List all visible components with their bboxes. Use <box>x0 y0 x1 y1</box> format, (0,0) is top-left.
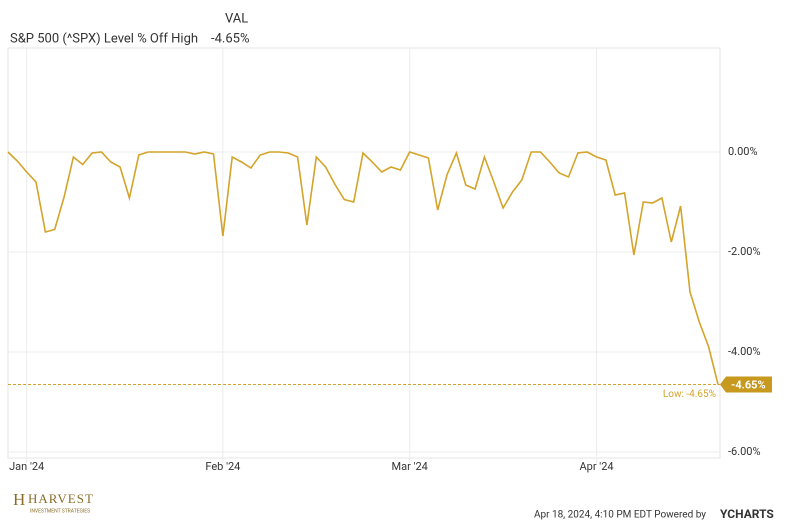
header-label: VAL <box>225 11 248 26</box>
y-tick-label: 0.00% <box>728 145 758 158</box>
logo: HARVEST <box>28 491 94 506</box>
line <box>7 150 719 385</box>
y-tick-label: -2.00% <box>728 245 761 258</box>
logo-mark: H <box>13 490 25 509</box>
x-tick-label: Apr '24 <box>579 460 613 473</box>
brand: YCHARTS <box>720 507 774 521</box>
y-tick-label: -6.00% <box>728 445 761 458</box>
plot-frame <box>7 47 721 459</box>
y-tick-label: -4.00% <box>728 345 761 358</box>
logo-sub: INVESTMENT STRATEGIES <box>30 508 90 514</box>
x-tick-label: Mar '24 <box>392 460 428 473</box>
end-tag <box>720 376 772 393</box>
chart-title: S&P 500 (^SPX) Level % Off High <box>10 31 198 46</box>
end-label: -4.65% <box>731 378 766 391</box>
low-label: Low: -4.65% <box>663 389 716 400</box>
x-tick-label: Jan '24 <box>9 460 44 473</box>
x-tick-label: Feb '24 <box>205 460 240 473</box>
timestamp: Apr 18, 2024, 4:10 PM EDT Powered by <box>534 510 706 521</box>
header-value: -4.65% <box>211 31 249 46</box>
